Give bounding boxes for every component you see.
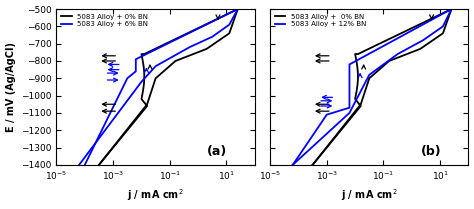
Y-axis label: E / mV (Ag/AgCl): E / mV (Ag/AgCl) — [6, 42, 16, 132]
X-axis label: j / mA cm$^{2}$: j / mA cm$^{2}$ — [128, 188, 184, 203]
Legend: 5083 Alloy +  0% BN, 5083 Alloy + 12% BN: 5083 Alloy + 0% BN, 5083 Alloy + 12% BN — [273, 13, 368, 29]
Legend: 5083 Alloy + 0% BN, 5083 Alloy + 6% BN: 5083 Alloy + 0% BN, 5083 Alloy + 6% BN — [60, 13, 150, 29]
X-axis label: j / mA cm$^{2}$: j / mA cm$^{2}$ — [341, 188, 398, 203]
Text: (a): (a) — [207, 145, 228, 158]
Text: (b): (b) — [421, 145, 441, 158]
